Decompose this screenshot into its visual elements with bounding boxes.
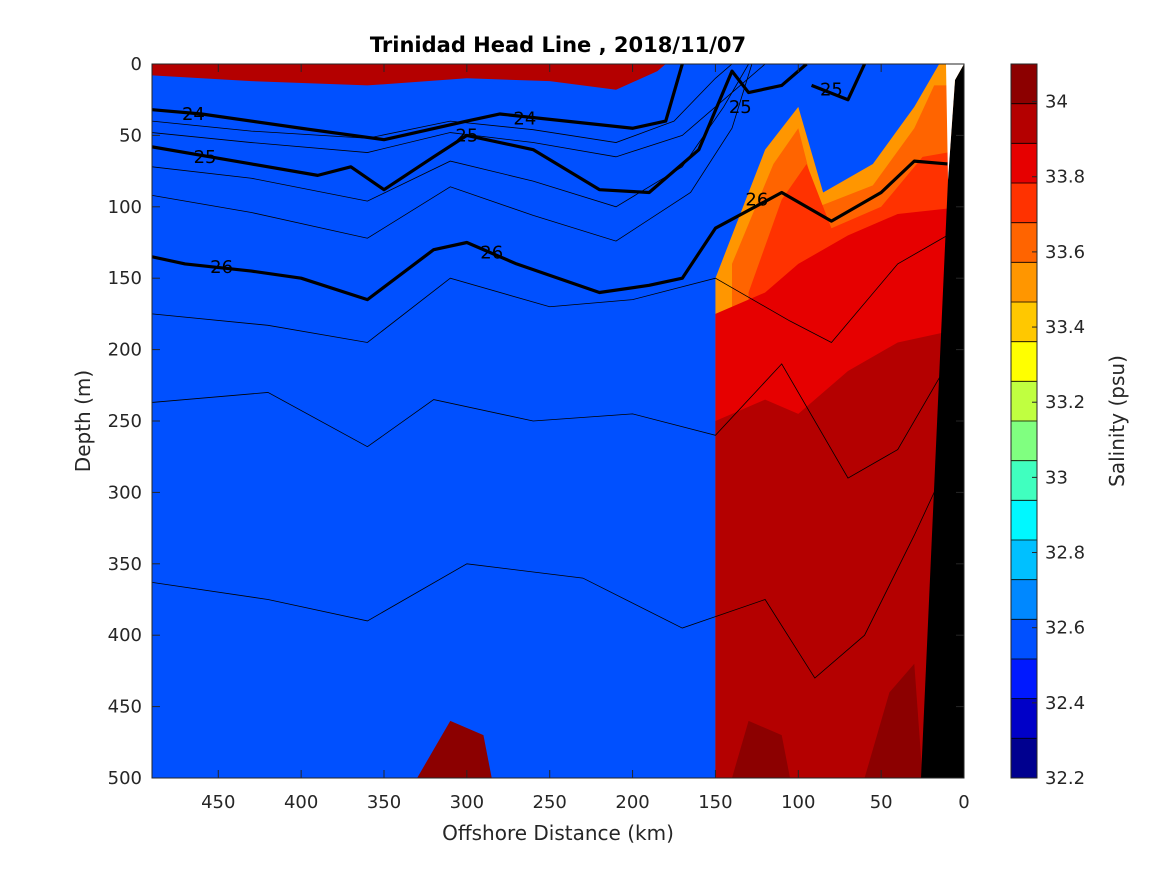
colorbar-label: Salinity (psu) xyxy=(1105,355,1129,487)
colorbar-swatch xyxy=(1011,500,1037,541)
colorbar-tick-label: 32.2 xyxy=(1045,768,1085,789)
density-contour-25 xyxy=(152,64,808,195)
density-contour-label: 25 xyxy=(729,97,752,118)
y-tick-label: 350 xyxy=(108,554,142,575)
colorbar-swatch xyxy=(1011,381,1037,422)
y-tick-label: 150 xyxy=(108,268,142,289)
colorbar-swatch xyxy=(1011,143,1037,184)
density-contour-label: 26 xyxy=(745,190,768,211)
chart-title: Trinidad Head Line , 2018/11/07 xyxy=(370,33,746,57)
thin-contour-line xyxy=(152,64,753,242)
y-tick-label: 450 xyxy=(108,697,142,718)
y-tick-label: 200 xyxy=(108,340,142,361)
colorbar-swatch xyxy=(1011,421,1037,462)
density-contour-label: 25 xyxy=(455,125,478,146)
density-contours: 24 24 25 25 25 25 26 26 26 xyxy=(152,64,948,302)
density-contour-label: 25 xyxy=(820,80,843,101)
y-tick-label: 100 xyxy=(108,197,142,218)
colorbar-tick-label: 33.8 xyxy=(1045,167,1085,188)
colorbar-swatch xyxy=(1011,302,1037,343)
x-tick-label: 250 xyxy=(533,792,567,813)
x-tick-label: 200 xyxy=(615,792,649,813)
thin-contour-line xyxy=(152,235,948,343)
density-contour-label: 26 xyxy=(210,257,233,278)
colorbar-swatch xyxy=(1011,579,1037,620)
colorbar-swatch xyxy=(1011,659,1037,700)
y-tick-label: 300 xyxy=(108,482,142,503)
x-tick-label: 400 xyxy=(284,792,318,813)
salinity-bands xyxy=(152,64,964,778)
colorbar-tick-label: 33.2 xyxy=(1045,392,1085,413)
colorbar-frame xyxy=(1010,63,1038,779)
density-contour-label: 26 xyxy=(480,242,503,263)
colorbar-tick-label: 33.4 xyxy=(1045,317,1085,338)
x-tick-label: 300 xyxy=(450,792,484,813)
plot-area: 24 24 25 25 25 25 26 26 26 xyxy=(152,64,964,778)
x-tick-label: 150 xyxy=(698,792,732,813)
colorbar-tick-label: 33.6 xyxy=(1045,242,1085,263)
colorbar-tick-label: 32.4 xyxy=(1045,693,1085,714)
colorbar-swatch xyxy=(1011,341,1037,382)
deep-patch-2 xyxy=(864,663,923,778)
colorbar-swatch xyxy=(1011,183,1037,224)
x-tick-label: 350 xyxy=(367,792,401,813)
colorbar-swatch xyxy=(1011,262,1037,303)
colorbar-swatch xyxy=(1011,619,1037,660)
colorbar-swatch xyxy=(1011,103,1037,144)
colorbar-swatch xyxy=(1011,460,1037,501)
thin-contour-line xyxy=(152,363,948,479)
coastal-deep-band-1 xyxy=(715,328,964,778)
density-contour-label: 24 xyxy=(182,104,205,125)
thin-contour-line xyxy=(152,64,733,143)
seafloor-shelf xyxy=(921,64,964,778)
y-axis: 0 50 100 150 200 250 300 350 400 450 500 xyxy=(108,54,964,789)
colorbar-tick-label: 34 xyxy=(1045,92,1068,113)
x-axis-label: Offshore Distance (km) xyxy=(442,821,674,845)
density-contour-26 xyxy=(152,159,948,302)
deep-patch-1 xyxy=(732,720,790,778)
x-axis: 450 400 350 300 250 200 150 100 50 0 xyxy=(201,64,970,813)
colorbar-tick-label: 33 xyxy=(1045,467,1068,488)
colorbar-swatch xyxy=(1011,540,1037,581)
density-contour-label: 25 xyxy=(194,147,217,168)
colorbar: 34 33.8 33.6 33.4 33.2 33 32.8 32.6 32.4 32.2 xyxy=(1010,63,1085,789)
y-tick-label: 50 xyxy=(119,125,142,146)
y-tick-label: 0 xyxy=(131,54,142,75)
y-tick-label: 400 xyxy=(108,625,142,646)
colorbar-swatch xyxy=(1011,698,1037,739)
x-tick-label: 450 xyxy=(201,792,235,813)
x-tick-label: 50 xyxy=(870,792,893,813)
y-axis-label: Depth (m) xyxy=(71,370,95,472)
colorbar-swatch xyxy=(1011,222,1037,263)
seafloor-gap xyxy=(946,64,964,180)
density-contour-label: 24 xyxy=(513,108,536,129)
thin-contour-line xyxy=(152,463,948,679)
x-tick-label: 0 xyxy=(958,792,969,813)
y-tick-label: 500 xyxy=(108,768,142,789)
density-contour-25 xyxy=(810,64,867,102)
colorbar-tick-label: 32.6 xyxy=(1045,618,1085,639)
colorbar-swatch xyxy=(1011,64,1037,105)
colorbar-swatch xyxy=(1011,738,1037,779)
y-tick-label: 250 xyxy=(108,411,142,432)
deep-patch-0 xyxy=(417,720,492,778)
colorbar-tick-label: 32.8 xyxy=(1045,543,1085,564)
x-tick-label: 100 xyxy=(781,792,815,813)
density-contour-24 xyxy=(152,64,684,142)
